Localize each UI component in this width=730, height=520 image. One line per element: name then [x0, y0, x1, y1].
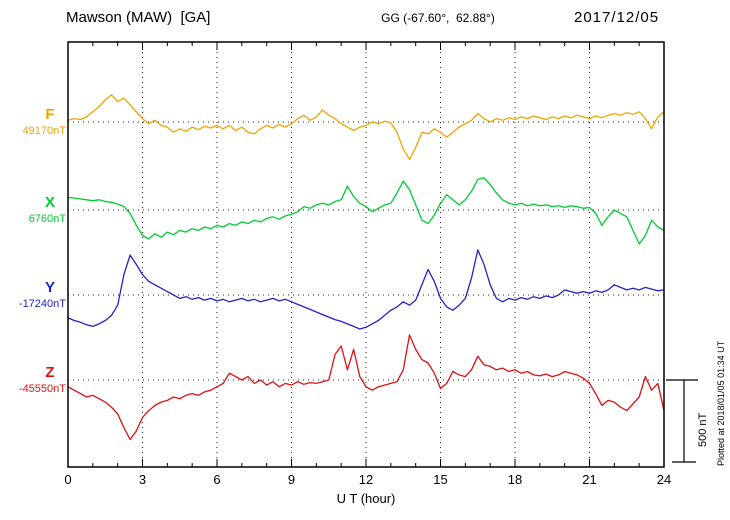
x-tick-label: 12 [359, 472, 373, 487]
trace-x [68, 177, 664, 245]
component-label-z: Z [45, 364, 55, 381]
component-label-f: F [45, 106, 55, 123]
geographic-coords: GG (-67.60°, 62.88°) [381, 11, 495, 25]
baseline-value-y: -17240nT [18, 298, 66, 310]
x-tick-label: 9 [288, 472, 295, 487]
component-label-y: Y [44, 279, 55, 296]
trace-y [68, 249, 664, 330]
baseline-value-z: -45550nT [18, 383, 66, 395]
x-tick-label: 21 [582, 472, 596, 487]
baseline-value-f: 49170nT [22, 125, 66, 137]
plot-border [67, 41, 665, 468]
baseline-value-x: 6760nT [28, 213, 66, 225]
x-axis-title: U T (hour) [336, 491, 396, 506]
x-tick-label: 15 [433, 472, 447, 487]
x-tick-label: 6 [213, 472, 220, 487]
component-label-x: X [44, 194, 55, 211]
trace-z [68, 334, 664, 441]
station-title: Mawson (MAW) [GA] [66, 9, 211, 26]
x-tick-label: 0 [64, 472, 71, 487]
scale-bar-label: 500 nT [697, 412, 709, 447]
trace-f [68, 94, 664, 161]
plot-date: 2017/12/05 [574, 9, 660, 26]
x-tick-label: 3 [139, 472, 146, 487]
traces-group [68, 94, 664, 441]
x-tick-label: 24 [657, 472, 671, 487]
plotted-timestamp-note: Plotted at 2018/01/05 01:34 UT [716, 340, 726, 466]
x-tick-label: 18 [508, 472, 522, 487]
